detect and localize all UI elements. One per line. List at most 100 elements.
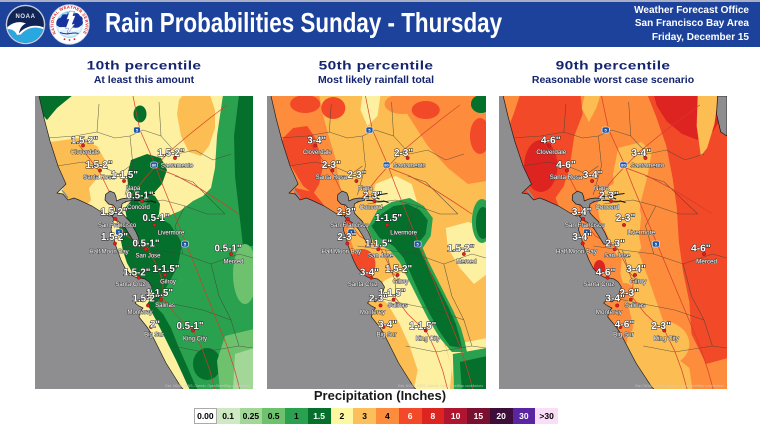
svg-text:1-1.5": 1-1.5": [146, 288, 173, 299]
svg-text:Esri, NOAA, NWS, Garmin, OpenS: Esri, NOAA, NWS, Garmin, OpenStreetMap c…: [398, 384, 483, 388]
svg-text:Santa Cruz: Santa Cruz: [583, 281, 614, 288]
svg-text:Sacramento: Sacramento: [631, 162, 665, 169]
svg-text:Merced: Merced: [223, 259, 243, 265]
svg-text:1.5-2": 1.5-2": [71, 135, 98, 146]
svg-text:3-4": 3-4": [583, 170, 603, 181]
svg-text:Half Moon Bay: Half Moon Bay: [322, 249, 361, 255]
svg-text:2-3": 2-3": [394, 148, 413, 159]
svg-text:Napa: Napa: [126, 186, 141, 192]
svg-text:80: 80: [152, 162, 157, 167]
svg-text:1-1.5": 1-1.5": [365, 238, 392, 249]
svg-text:2-3": 2-3": [599, 190, 619, 201]
svg-text:Cloverdale: Cloverdale: [303, 150, 332, 156]
svg-text:5: 5: [136, 127, 139, 132]
svg-text:Half Moon Bay: Half Moon Bay: [556, 248, 598, 255]
svg-text:3-4": 3-4": [572, 232, 592, 243]
svg-text:Monterey: Monterey: [360, 310, 385, 316]
svg-text:2-3": 2-3": [616, 213, 636, 224]
svg-text:NOAA: NOAA: [15, 14, 35, 20]
svg-text:Gilroy: Gilroy: [393, 279, 409, 285]
svg-text:Concord: Concord: [360, 205, 383, 211]
svg-text:5: 5: [605, 127, 608, 132]
svg-text:3-4": 3-4": [307, 135, 326, 146]
svg-text:Monterey: Monterey: [596, 309, 623, 316]
svg-text:Big Sur: Big Sur: [144, 332, 164, 338]
svg-text:0.5-1": 0.5-1": [177, 321, 204, 332]
svg-text:1: 1: [586, 229, 589, 234]
svg-text:1: 1: [350, 229, 353, 234]
svg-text:Salinas: Salinas: [388, 303, 408, 309]
svg-text:2-3": 2-3": [322, 160, 341, 171]
svg-text:5: 5: [417, 241, 420, 246]
svg-text:2-3": 2-3": [337, 232, 356, 243]
svg-text:Santa Cruz: Santa Cruz: [348, 282, 378, 288]
svg-text:3-4": 3-4": [572, 207, 592, 218]
svg-text:5: 5: [184, 241, 187, 246]
svg-text:Livermore: Livermore: [627, 229, 655, 236]
svg-text:4-6": 4-6": [541, 135, 561, 146]
svg-text:San Jose: San Jose: [604, 252, 631, 259]
svg-text:San Francisco: San Francisco: [565, 222, 606, 229]
svg-text:San Francisco: San Francisco: [330, 223, 369, 229]
svg-text:4-6": 4-6": [691, 243, 711, 254]
svg-text:2-3": 2-3": [605, 238, 625, 249]
svg-text:Napa: Napa: [594, 185, 610, 192]
svg-text:2": 2": [150, 319, 160, 330]
svg-text:1.5-2": 1.5-2": [133, 293, 160, 304]
svg-text:1: 1: [118, 229, 121, 234]
svg-text:3-4": 3-4": [631, 148, 651, 159]
svg-text:3-4": 3-4": [626, 264, 646, 275]
svg-text:Cloverdale: Cloverdale: [536, 149, 567, 156]
svg-text:Esri, NOAA, NWS, Garmin, OpenS: Esri, NOAA, NWS, Garmin, OpenStreetMap c…: [165, 384, 250, 388]
svg-text:Gilroy: Gilroy: [160, 279, 176, 285]
svg-text:Santa Rosa: Santa Rosa: [550, 174, 583, 181]
svg-text:1.5-2": 1.5-2": [385, 264, 412, 275]
svg-text:80: 80: [621, 162, 626, 167]
svg-text:King City: King City: [654, 335, 680, 342]
svg-text:1.5-2": 1.5-2": [158, 148, 185, 159]
svg-text:3-4": 3-4": [360, 267, 379, 278]
svg-text:King City: King City: [183, 336, 207, 342]
svg-text:Esri, NOAA, NWS, Garmin, OpenS: Esri, NOAA, NWS, Garmin, OpenStreetMap c…: [635, 384, 724, 388]
svg-text:0.5-1": 0.5-1": [127, 190, 154, 201]
svg-text:Sacramento: Sacramento: [161, 163, 194, 169]
svg-text:5: 5: [655, 241, 658, 246]
svg-text:Santa Rosa: Santa Rosa: [316, 175, 348, 181]
svg-text:1-1.5": 1-1.5": [111, 170, 138, 181]
svg-text:4-6": 4-6": [615, 319, 635, 330]
svg-text:1.5-2": 1.5-2": [447, 243, 474, 254]
svg-text:Big Sur: Big Sur: [377, 332, 397, 338]
svg-text:1.5-2": 1.5-2": [123, 267, 150, 278]
svg-text:Salinas: Salinas: [625, 302, 646, 309]
svg-text:Gilroy: Gilroy: [630, 278, 647, 285]
svg-text:Concord: Concord: [595, 204, 619, 211]
svg-text:Santa Cruz: Santa Cruz: [115, 282, 145, 288]
svg-text:Livermore: Livermore: [390, 230, 417, 236]
svg-text:0.5-1": 0.5-1": [133, 238, 160, 249]
svg-text:1-1.5": 1-1.5": [375, 213, 402, 224]
svg-text:5: 5: [368, 127, 371, 132]
svg-text:1-1.5": 1-1.5": [153, 264, 180, 275]
svg-text:1-1.5": 1-1.5": [409, 321, 436, 332]
svg-text:2-3": 2-3": [337, 207, 356, 218]
svg-text:2-3": 2-3": [369, 293, 388, 304]
svg-text:Napa: Napa: [358, 186, 373, 192]
svg-text:4-6": 4-6": [596, 267, 616, 278]
svg-text:Santa Rosa: Santa Rosa: [83, 175, 115, 181]
svg-text:1.5-2": 1.5-2": [101, 207, 128, 218]
svg-text:San Jose: San Jose: [368, 253, 394, 259]
svg-text:Monterey: Monterey: [127, 310, 152, 316]
svg-text:San Francisco: San Francisco: [98, 223, 137, 229]
svg-text:4-6": 4-6": [556, 160, 576, 171]
svg-text:Concord: Concord: [127, 205, 150, 211]
svg-text:King City: King City: [416, 336, 440, 342]
svg-text:Big Sur: Big Sur: [613, 331, 634, 338]
svg-text:2-3": 2-3": [363, 190, 382, 201]
svg-text:1.5-2": 1.5-2": [86, 160, 113, 171]
svg-text:2-3": 2-3": [651, 321, 671, 332]
svg-text:80: 80: [384, 162, 389, 167]
svg-text:Merced: Merced: [456, 259, 476, 265]
svg-text:Salinas: Salinas: [155, 303, 175, 309]
svg-text:Sacramento: Sacramento: [393, 163, 426, 169]
svg-text:San Jose: San Jose: [135, 253, 161, 259]
